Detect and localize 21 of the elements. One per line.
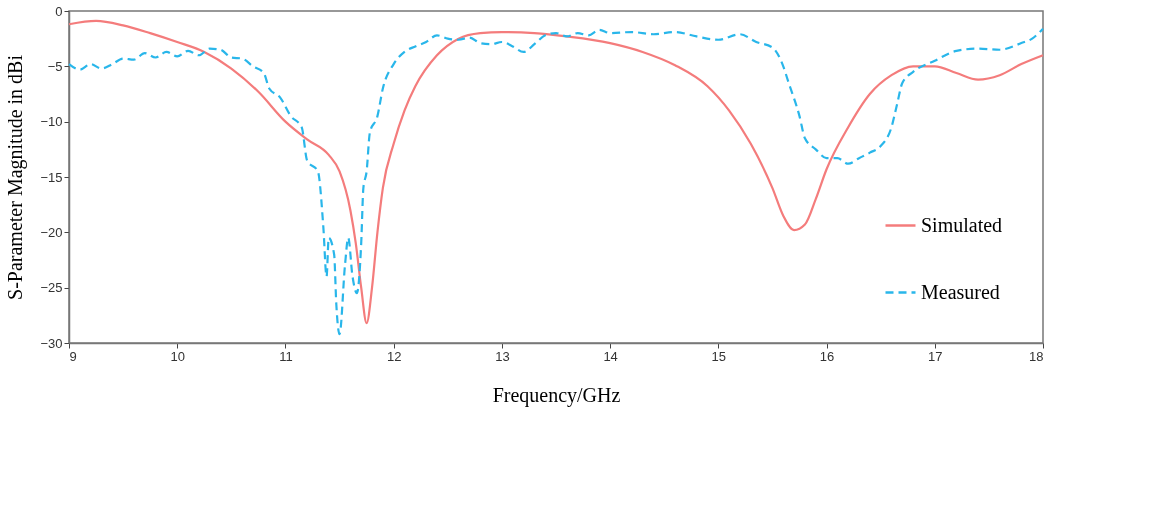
x-tick-label: 15	[711, 348, 727, 364]
x-tick-label: 18	[1029, 348, 1044, 364]
x-tick-label: 17	[928, 348, 943, 364]
x-tick-label: 16	[819, 348, 835, 364]
y-tick-label: −25	[40, 280, 63, 296]
y-tick-label: −30	[40, 335, 63, 351]
x-tick-label: 11	[279, 348, 293, 364]
x-tick-label: 12	[386, 348, 402, 364]
x-tick-label: 10	[170, 348, 185, 364]
y-tick-label: −15	[40, 169, 63, 185]
y-axis-title: S-Parameter Magnitude in dBi	[4, 54, 28, 300]
y-tick-label: 0	[55, 3, 63, 19]
legend-label: Simulated	[921, 213, 1003, 236]
x-tick-label: 14	[603, 348, 618, 364]
x-tick-label: 9	[69, 348, 77, 364]
y-tick-label: −10	[40, 114, 63, 130]
y-tick-label: −20	[40, 224, 63, 240]
x-axis-title: Frequency/GHz	[492, 383, 621, 407]
x-tick-label: 13	[495, 348, 510, 364]
y-tick-label: −5	[47, 58, 63, 74]
legend-label: Measured	[921, 280, 1000, 303]
